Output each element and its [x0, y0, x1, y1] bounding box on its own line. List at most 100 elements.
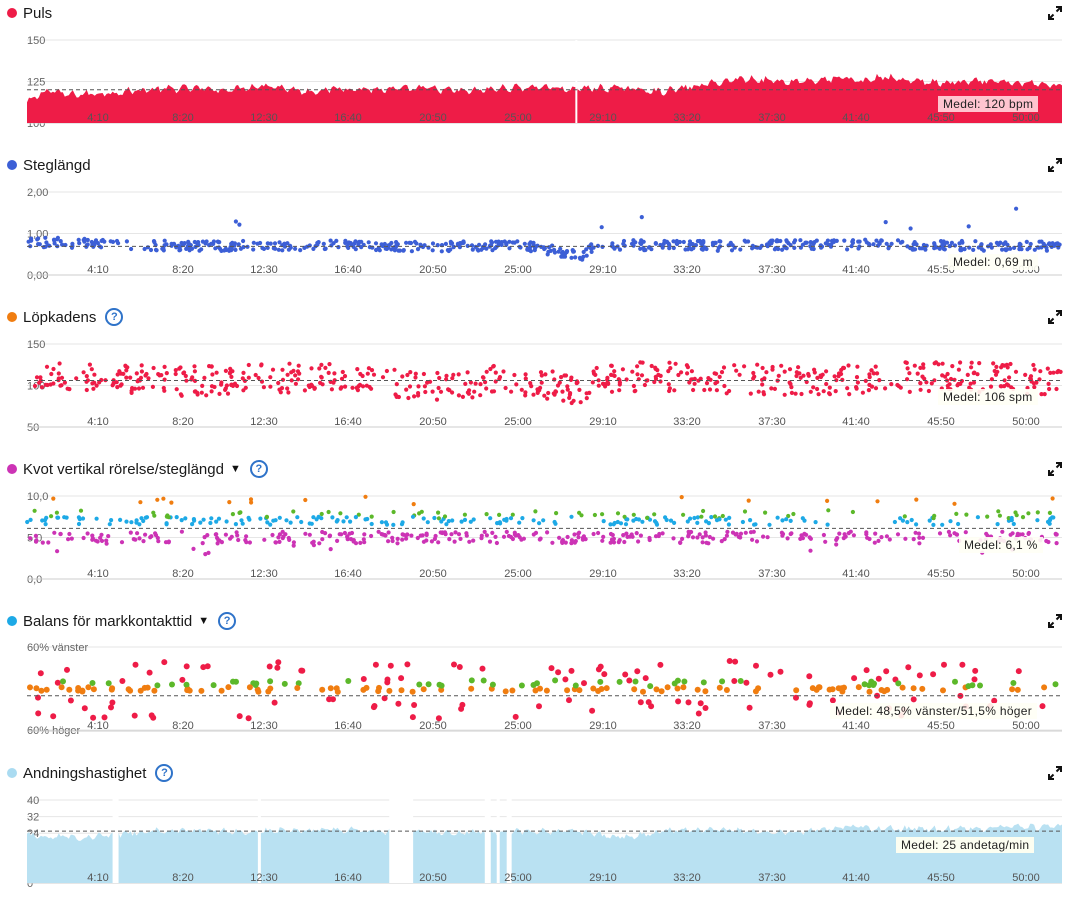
data-point — [369, 533, 374, 539]
data-point — [211, 239, 216, 244]
data-point — [556, 249, 561, 254]
data-point — [555, 669, 562, 676]
data-point — [641, 245, 646, 251]
panel-title: Balans för markkontakttid ▼ ? — [7, 611, 237, 631]
data-point — [473, 381, 478, 386]
data-point — [742, 509, 748, 514]
data-point — [617, 382, 622, 387]
data-point — [557, 535, 562, 540]
data-point — [542, 246, 547, 252]
data-point — [864, 530, 869, 535]
data-point — [908, 226, 913, 231]
data-point — [591, 531, 596, 537]
data-point — [793, 391, 798, 396]
help-icon[interactable]: ? — [218, 612, 237, 630]
expand-icon[interactable] — [1048, 310, 1062, 324]
data-point — [58, 531, 63, 537]
dropdown-caret-icon[interactable]: ▼ — [198, 615, 210, 627]
data-point — [1011, 521, 1016, 527]
data-point — [569, 400, 574, 406]
data-point — [824, 369, 829, 374]
data-point — [767, 522, 772, 527]
data-point — [319, 511, 324, 517]
data-point — [736, 534, 741, 539]
help-icon[interactable]: ? — [249, 460, 268, 478]
x-tick-label: 8:20 — [172, 112, 193, 124]
data-point — [162, 364, 167, 369]
data-point — [303, 531, 308, 536]
x-tick-label: 4:10 — [87, 264, 108, 276]
data-point — [328, 238, 333, 243]
data-point — [330, 696, 336, 703]
data-point — [871, 242, 876, 247]
data-point — [537, 685, 543, 692]
data-point — [902, 514, 907, 519]
data-point — [836, 371, 842, 376]
data-point — [1031, 362, 1036, 368]
data-point — [591, 371, 597, 376]
average-label: Medel: 25 andetag/min — [896, 837, 1035, 853]
data-point — [846, 363, 851, 368]
help-icon[interactable]: ? — [105, 308, 124, 326]
data-point — [589, 249, 594, 254]
expand-icon[interactable] — [1048, 158, 1062, 172]
data-point — [584, 247, 589, 252]
data-point — [409, 688, 416, 695]
data-point — [58, 383, 63, 388]
data-point — [407, 240, 412, 245]
data-point — [601, 671, 608, 678]
data-point — [92, 372, 97, 377]
data-point — [596, 383, 601, 388]
data-point — [264, 514, 269, 519]
data-point — [423, 389, 428, 395]
data-point — [223, 387, 228, 392]
help-icon[interactable]: ? — [155, 764, 174, 782]
data-point — [447, 537, 452, 542]
data-point — [700, 540, 705, 545]
data-point — [265, 520, 270, 525]
data-point — [338, 386, 343, 391]
data-point — [676, 372, 681, 378]
data-point — [307, 532, 312, 537]
data-point — [55, 235, 61, 240]
data-point — [178, 365, 183, 370]
data-point — [162, 377, 167, 382]
dropdown-caret-icon[interactable]: ▼ — [229, 463, 241, 475]
data-point — [293, 246, 298, 251]
data-point — [446, 519, 451, 524]
data-point — [731, 678, 738, 684]
data-point — [964, 512, 969, 517]
data-point — [78, 508, 84, 513]
x-tick-label: 41:40 — [842, 416, 870, 428]
expand-icon[interactable] — [1048, 6, 1062, 20]
data-point — [531, 392, 536, 397]
data-point — [1007, 375, 1012, 380]
stride-length-legend-icon — [7, 160, 17, 170]
data-point — [241, 238, 246, 244]
data-point — [329, 243, 334, 248]
data-point — [358, 540, 363, 545]
data-point — [677, 239, 683, 245]
x-tick-label: 25:00 — [504, 264, 532, 276]
data-point — [952, 243, 958, 248]
expand-icon[interactable] — [1048, 766, 1062, 780]
average-label: Medel: 0,69 m — [948, 254, 1038, 270]
data-point — [210, 372, 215, 377]
data-point — [390, 535, 395, 540]
data-point — [81, 535, 86, 541]
expand-icon[interactable] — [1048, 462, 1062, 476]
data-point — [450, 376, 455, 381]
data-point — [991, 697, 998, 704]
data-point — [265, 241, 270, 246]
data-point — [468, 677, 475, 684]
data-point — [884, 534, 890, 539]
data-point — [161, 385, 166, 391]
data-point — [327, 534, 332, 539]
expand-icon[interactable] — [1048, 614, 1062, 628]
x-tick-label: 8:20 — [172, 720, 193, 732]
data-point — [921, 362, 926, 367]
data-point — [363, 494, 368, 499]
x-tick-label: 25:00 — [504, 872, 532, 884]
data-point — [791, 511, 796, 517]
x-tick-label: 45:50 — [927, 720, 955, 732]
